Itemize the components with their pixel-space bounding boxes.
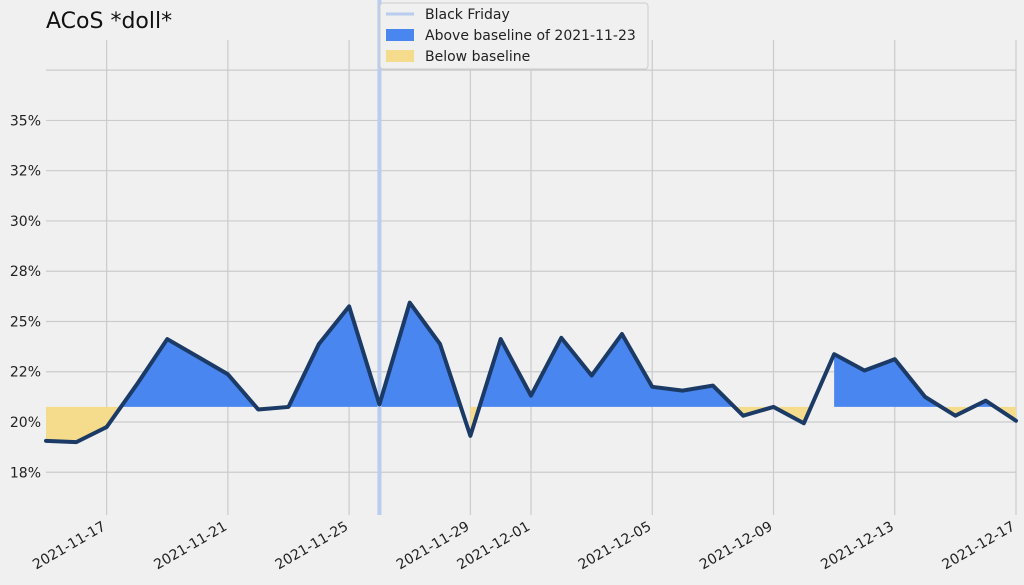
x-tick-label: 2021-12-05 (576, 519, 654, 574)
y-tick-label: 22% (10, 365, 41, 381)
legend-black-friday-label: Black Friday (425, 7, 510, 23)
y-tick-label: 25% (10, 314, 41, 330)
chart-title: ACoS *doll* (46, 9, 172, 34)
x-tick-label: 2021-12-09 (697, 519, 775, 574)
below-baseline-area (46, 406, 121, 443)
legend: Black Friday Above baseline of 2021-11-2… (379, 2, 649, 70)
above-baseline-area (479, 334, 735, 407)
x-axis-ticks: 2021-11-17 2021-11-21 2021-11-25 2021-11-29… (30, 519, 1018, 574)
acos-line (44, 300, 1018, 445)
x-tick-label: 2021-11-21 (151, 519, 229, 574)
legend-box (379, 2, 649, 70)
x-tick-label: 2021-12-13 (818, 519, 896, 574)
y-tick-label: 28% (10, 264, 41, 280)
x-tick-label: 2021-11-17 (30, 519, 108, 574)
x-tick-label: 2021-11-25 (273, 519, 351, 574)
legend-below-swatch (386, 50, 414, 62)
y-tick-label: 20% (10, 415, 41, 431)
above-baseline-area (834, 354, 942, 407)
y-tick-label: 32% (10, 164, 41, 180)
y-tick-label: 18% (10, 465, 41, 481)
x-tick-label: 2021-12-17 (940, 519, 1018, 574)
grid-lines (46, 40, 1017, 515)
above-baseline-area (120, 339, 257, 407)
legend-above-label: Above baseline of 2021-11-23 (425, 28, 636, 44)
y-tick-label: 30% (10, 214, 41, 230)
y-tick-label: 35% (10, 113, 41, 129)
legend-below-label: Below baseline (425, 49, 530, 65)
legend-above-swatch (386, 29, 414, 41)
y-axis-ticks: 18% 20% 22% 25% 28% 30% 32% 35% (10, 113, 41, 481)
